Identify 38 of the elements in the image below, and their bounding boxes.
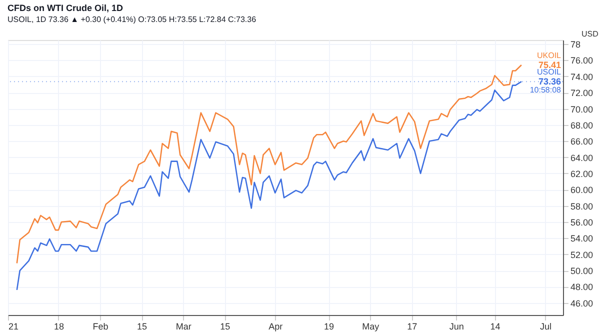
annotation: 10:58:08 bbox=[530, 86, 562, 95]
y-tick-label: 58.00 bbox=[570, 201, 594, 212]
x-tick-label: 21 bbox=[8, 322, 19, 332]
x-tick-label: Jul bbox=[540, 322, 552, 332]
chart-subtitle: USOIL, 1D 73.36 ▲ +0.30 (+0.41%) O:73.05 H:73.55 L:72.84 C:73.36 bbox=[8, 15, 257, 24]
x-tick-label: 18 bbox=[54, 322, 64, 332]
x-tick-label: May bbox=[362, 322, 380, 332]
y-tick-label: 64.00 bbox=[570, 152, 594, 163]
x-tick-label: Feb bbox=[92, 322, 108, 332]
y-tick-label: 62.00 bbox=[570, 168, 594, 179]
x-tick-label: 15 bbox=[220, 322, 230, 332]
y-tick-label: 70.00 bbox=[570, 104, 594, 114]
y-tick-label: 76.00 bbox=[570, 56, 594, 66]
y-axis-title: USD bbox=[582, 30, 599, 38]
text: UKOIL bbox=[536, 50, 562, 60]
text: USOIL bbox=[536, 68, 562, 77]
y-tick-label: 72.00 bbox=[570, 88, 594, 98]
x-tick-label: 19 bbox=[324, 322, 334, 332]
data-label: 73.36 bbox=[538, 76, 561, 87]
x-tick-label: Mar bbox=[176, 322, 192, 332]
y-tick-label: 48.00 bbox=[570, 282, 594, 292]
x-tick-label: 14 bbox=[490, 322, 500, 332]
y-tick-label: 52.00 bbox=[570, 250, 594, 260]
y-tick-label: 60.00 bbox=[570, 185, 594, 196]
x-tick-label: Apr bbox=[268, 322, 283, 332]
x-tick-label: 17 bbox=[407, 322, 418, 332]
y-tick-label: 54.00 bbox=[570, 234, 594, 244]
y-tick-label: 68.00 bbox=[570, 120, 594, 130]
y-tick-label: 50.00 bbox=[570, 266, 594, 276]
y-tick-label: 74.00 bbox=[570, 72, 594, 82]
data-label: 75.41 bbox=[538, 60, 561, 70]
y-tick-label: 78 bbox=[570, 40, 581, 50]
x-tick-label: Jun bbox=[449, 322, 464, 332]
chart-title: CFDs on WTI Crude Oil, 1D bbox=[8, 3, 124, 13]
y-tick-label: 56.00 bbox=[570, 217, 594, 228]
y-tick-label: 66.00 bbox=[570, 136, 594, 147]
x-tick-label: 15 bbox=[137, 322, 148, 332]
y-tick-label: 46.00 bbox=[570, 298, 594, 308]
